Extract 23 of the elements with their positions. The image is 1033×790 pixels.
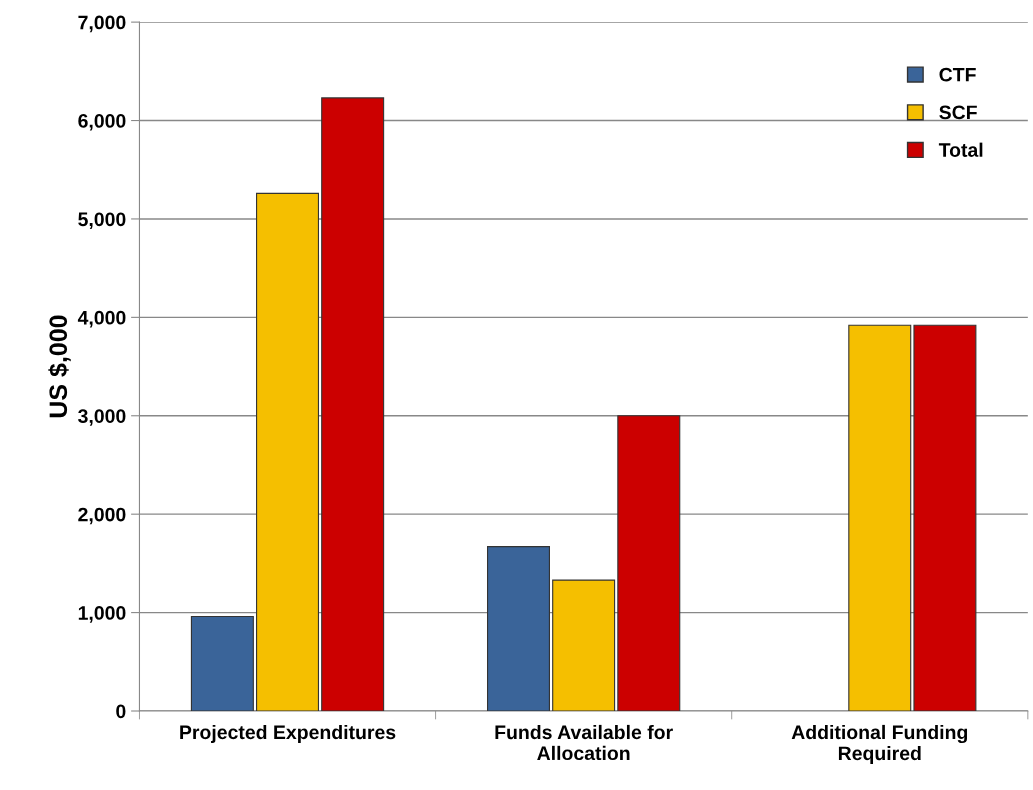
y-tick-label: 7,000 bbox=[78, 15, 126, 33]
y-axis-title: US $,000 bbox=[48, 315, 71, 418]
x-tick-label: Projected Expenditures bbox=[180, 724, 396, 744]
bar bbox=[848, 324, 912, 711]
legend-label: CTF bbox=[939, 67, 976, 82]
bar bbox=[486, 546, 550, 711]
bar bbox=[552, 579, 616, 711]
legend-label: SCF bbox=[939, 105, 977, 120]
bar bbox=[256, 192, 320, 711]
bar bbox=[913, 324, 977, 711]
x-tick-label: Additional Funding Required bbox=[791, 724, 968, 765]
y-tick-label: 5,000 bbox=[78, 212, 126, 229]
x-tick-label: Funds Available for Allocation bbox=[495, 724, 673, 761]
y-tick-label: 0 bbox=[116, 704, 126, 719]
y-tick-label: 1,000 bbox=[78, 606, 126, 623]
y-tick-label: 2,000 bbox=[78, 507, 126, 525]
bar bbox=[190, 615, 254, 711]
legend-label: Total bbox=[938, 142, 983, 157]
bar bbox=[321, 97, 385, 711]
bar bbox=[617, 415, 681, 711]
y-tick-label: 3,000 bbox=[78, 409, 126, 426]
y-tick-label: 6,000 bbox=[78, 114, 126, 131]
y-tick-label: 4,000 bbox=[77, 310, 126, 328]
